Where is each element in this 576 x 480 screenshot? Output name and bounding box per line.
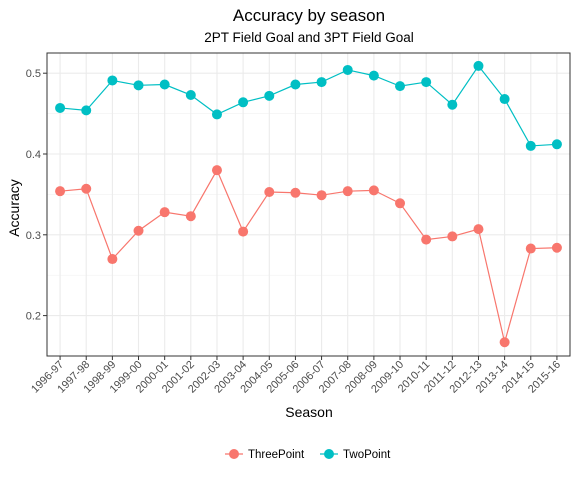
data-point-twopoint	[447, 99, 458, 110]
data-point-twopoint	[238, 97, 249, 108]
data-point-threepoint	[238, 226, 249, 237]
series-threepoint	[55, 165, 562, 348]
series-layer	[55, 60, 562, 348]
data-point-threepoint	[133, 225, 144, 236]
data-point-twopoint	[316, 77, 327, 88]
data-point-threepoint	[264, 186, 275, 197]
data-point-threepoint	[368, 185, 379, 196]
data-point-threepoint	[473, 224, 484, 235]
data-point-twopoint	[159, 79, 170, 90]
data-point-threepoint	[159, 207, 170, 218]
y-tick-label: 0.2	[26, 311, 41, 323]
data-point-twopoint	[473, 60, 484, 71]
data-point-twopoint	[525, 140, 536, 151]
data-point-twopoint	[342, 64, 353, 75]
data-point-twopoint	[368, 70, 379, 81]
y-tick-label: 0.5	[26, 68, 41, 80]
legend-key-marker	[324, 449, 334, 459]
legend-label: ThreePoint	[248, 449, 305, 461]
data-point-twopoint	[395, 81, 406, 92]
x-axis-title: Season	[285, 404, 332, 420]
data-point-twopoint	[133, 80, 144, 91]
data-point-threepoint	[342, 186, 353, 197]
legend: ThreePoint TwoPoint	[225, 449, 391, 461]
data-point-threepoint	[395, 198, 406, 209]
data-point-threepoint	[499, 337, 510, 348]
chart-title: Accuracy by season	[233, 6, 385, 25]
data-point-twopoint	[264, 90, 275, 101]
y-tick-label: 0.4	[26, 149, 41, 161]
data-point-threepoint	[316, 190, 327, 201]
data-point-twopoint	[499, 94, 510, 105]
legend-label: TwoPoint	[343, 449, 391, 461]
data-point-threepoint	[185, 211, 196, 222]
data-point-threepoint	[107, 254, 118, 265]
data-point-threepoint	[81, 183, 92, 194]
data-point-threepoint	[551, 242, 562, 253]
data-point-twopoint	[211, 109, 222, 120]
y-tick-label: 0.3	[26, 230, 41, 242]
data-point-twopoint	[551, 139, 562, 150]
data-point-threepoint	[290, 187, 301, 198]
legend-item-threepoint: ThreePoint	[225, 449, 305, 461]
data-point-threepoint	[55, 186, 66, 197]
data-point-twopoint	[290, 79, 301, 90]
data-point-twopoint	[185, 90, 196, 101]
data-point-twopoint	[81, 105, 92, 116]
chart-subtitle: 2PT Field Goal and 3PT Field Goal	[204, 30, 414, 45]
data-point-threepoint	[211, 165, 222, 176]
data-point-threepoint	[421, 234, 432, 245]
y-axis-title: Accuracy	[6, 179, 22, 237]
plot-panel-border	[46, 52, 571, 357]
data-point-twopoint	[421, 77, 432, 88]
data-point-threepoint	[447, 231, 458, 242]
data-point-threepoint	[525, 243, 536, 254]
data-point-twopoint	[55, 102, 66, 113]
data-point-twopoint	[107, 75, 118, 86]
legend-key-marker	[229, 449, 239, 459]
series-twopoint	[55, 60, 562, 151]
legend-item-twopoint: TwoPoint	[320, 449, 391, 461]
